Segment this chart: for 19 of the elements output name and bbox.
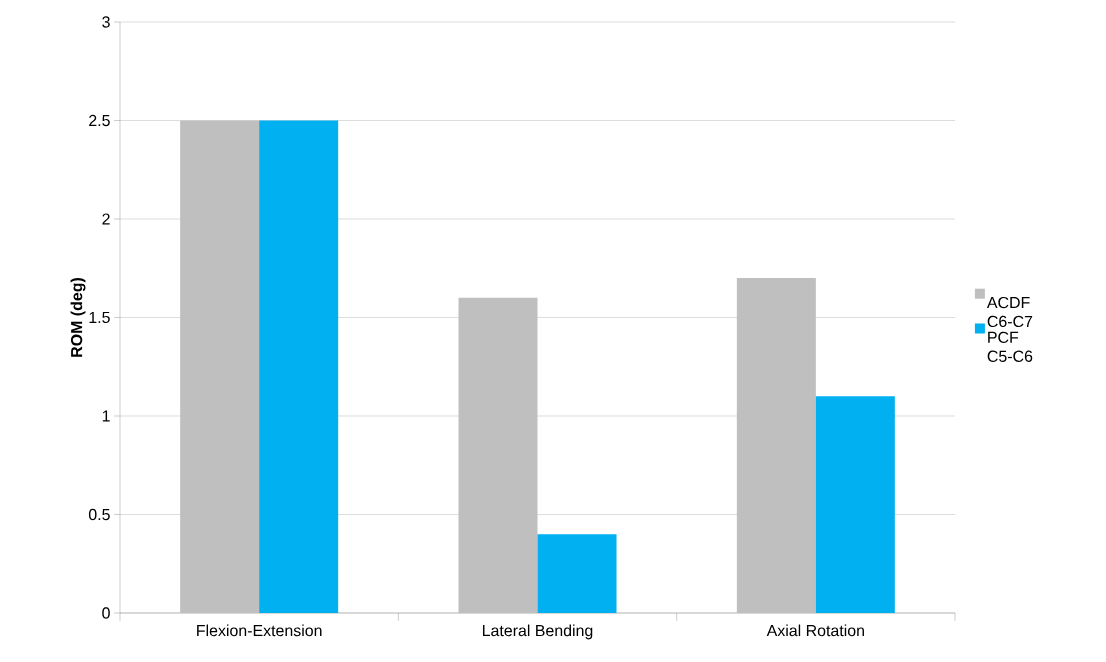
bar — [815, 396, 895, 613]
bar — [458, 297, 538, 613]
y-tick-label: 1.5 — [89, 311, 110, 324]
bar — [180, 120, 260, 613]
y-tick-label: 3 — [102, 16, 110, 28]
x-tick-label: Lateral Bending — [482, 624, 593, 640]
bar — [736, 278, 816, 613]
y-axis-title: ROM (deg) — [70, 278, 86, 357]
y-tick-label: 2.5 — [89, 114, 110, 127]
legend-label: ACDF C6-C7 — [986, 296, 1033, 328]
bar — [537, 534, 617, 613]
y-tick-label: 0 — [102, 607, 110, 619]
bar — [259, 120, 339, 613]
y-tick-label: 0.5 — [88, 508, 110, 521]
x-tick-label: Flexion-Extension — [197, 624, 322, 637]
x-tick-label: Axial Rotation — [766, 624, 864, 637]
y-tick-label: 1 — [102, 410, 110, 422]
legend-label: PCF C5-C6 — [987, 331, 1033, 362]
y-tick-label: 2 — [102, 213, 110, 225]
